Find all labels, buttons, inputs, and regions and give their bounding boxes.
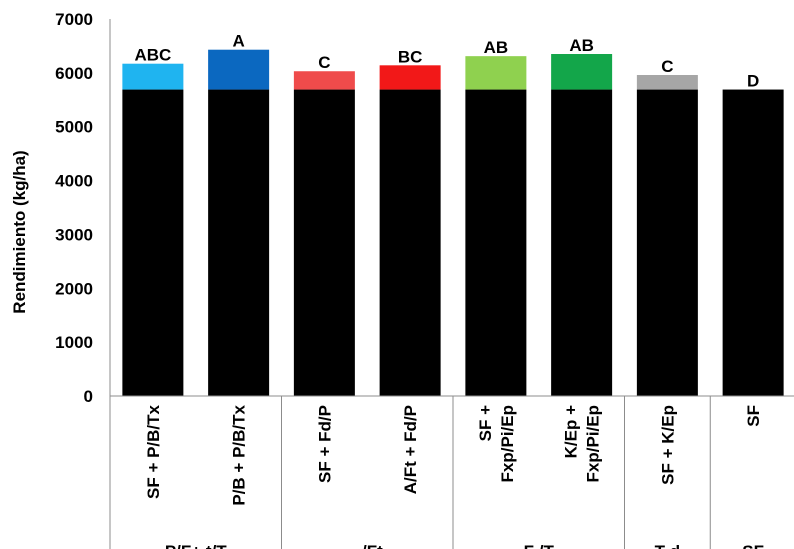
bar-base xyxy=(551,89,613,396)
bar-increment xyxy=(465,56,527,90)
significance-letter: D xyxy=(747,72,759,91)
group-label: P/F+ t/T xyxy=(165,542,227,549)
significance-letter: A xyxy=(232,32,244,51)
group-label: SF xyxy=(742,542,764,549)
category-labels: SF + P/B/Tx P/B + P/B/Tx SF + Fd/P A/Ft + F… xyxy=(144,404,763,505)
category-label-line: P/B + P/B/Tx xyxy=(230,404,249,505)
category-label: SF + K/Ep xyxy=(658,405,677,485)
significance-letter: AB xyxy=(484,38,509,57)
y-tick-label: 4000 xyxy=(55,172,93,191)
bar-increment xyxy=(379,65,441,90)
category-label-line: SF + K/Ep xyxy=(658,405,677,485)
bars xyxy=(122,49,784,396)
category-label: SF xyxy=(744,405,763,427)
category-label-line: Fxp/Pi/Ep xyxy=(498,405,517,482)
axes xyxy=(109,19,794,549)
bar-base xyxy=(122,89,184,396)
bar-increment xyxy=(636,75,698,90)
bar-base xyxy=(722,89,784,396)
y-axis-label: Rendimiento (kg/ha) xyxy=(10,150,29,313)
bar-base xyxy=(208,89,270,396)
y-tick-label: 0 xyxy=(84,387,93,406)
y-tick-label: 3000 xyxy=(55,225,93,244)
significance-letter: AB xyxy=(569,36,594,55)
y-tick-label: 5000 xyxy=(55,118,93,137)
y-tick-label: 1000 xyxy=(55,333,93,352)
group-labels: P/F+ t/T - /Ft F /T T d SF xyxy=(165,542,764,549)
significance-letter: C xyxy=(318,53,330,72)
category-label: SF + P/B/Tx xyxy=(144,404,163,499)
category-label-line: SF xyxy=(744,405,763,427)
category-label: K/Ep + Fxp/Pi/Ep xyxy=(562,405,603,483)
bar-increment xyxy=(551,54,613,90)
category-label: SF + Fd/P xyxy=(315,405,334,483)
group-label: F /T xyxy=(524,542,555,549)
category-label-line: A/Ft + Fd/P xyxy=(401,405,420,494)
y-axis-ticks: 0 1000 2000 3000 4000 5000 6000 7000 xyxy=(55,10,93,406)
y-axis-title: Rendimiento (kg/ha) xyxy=(10,150,29,313)
category-label-line: SF + P/B/Tx xyxy=(144,404,163,499)
group-label: - /Ft xyxy=(352,542,383,549)
bar-base xyxy=(293,89,355,396)
y-tick-label: 7000 xyxy=(55,10,93,29)
group-label: T d xyxy=(655,542,681,549)
category-label-line: Fxp/Pi/Ep xyxy=(584,405,603,482)
category-label: A/Ft + Fd/P xyxy=(401,405,420,494)
bar-base xyxy=(379,89,441,396)
category-label: P/B + P/B/Tx xyxy=(230,404,249,505)
bar-base xyxy=(636,89,698,396)
bar-increment xyxy=(293,71,355,90)
y-tick-label: 6000 xyxy=(55,64,93,83)
bar-increment xyxy=(208,49,270,90)
significance-letter: ABC xyxy=(134,46,171,65)
bar-increment xyxy=(122,63,184,90)
category-label-line: SF + Fd/P xyxy=(315,405,334,483)
y-tick-label: 2000 xyxy=(55,279,93,298)
bar-base xyxy=(465,89,527,396)
category-label: SF + Fxp/Pi/Ep xyxy=(476,405,517,483)
category-label-line: SF + xyxy=(476,405,495,441)
significance-letter: C xyxy=(661,57,673,76)
significance-letter: BC xyxy=(398,47,423,66)
category-label-line: K/Ep + xyxy=(562,405,581,458)
